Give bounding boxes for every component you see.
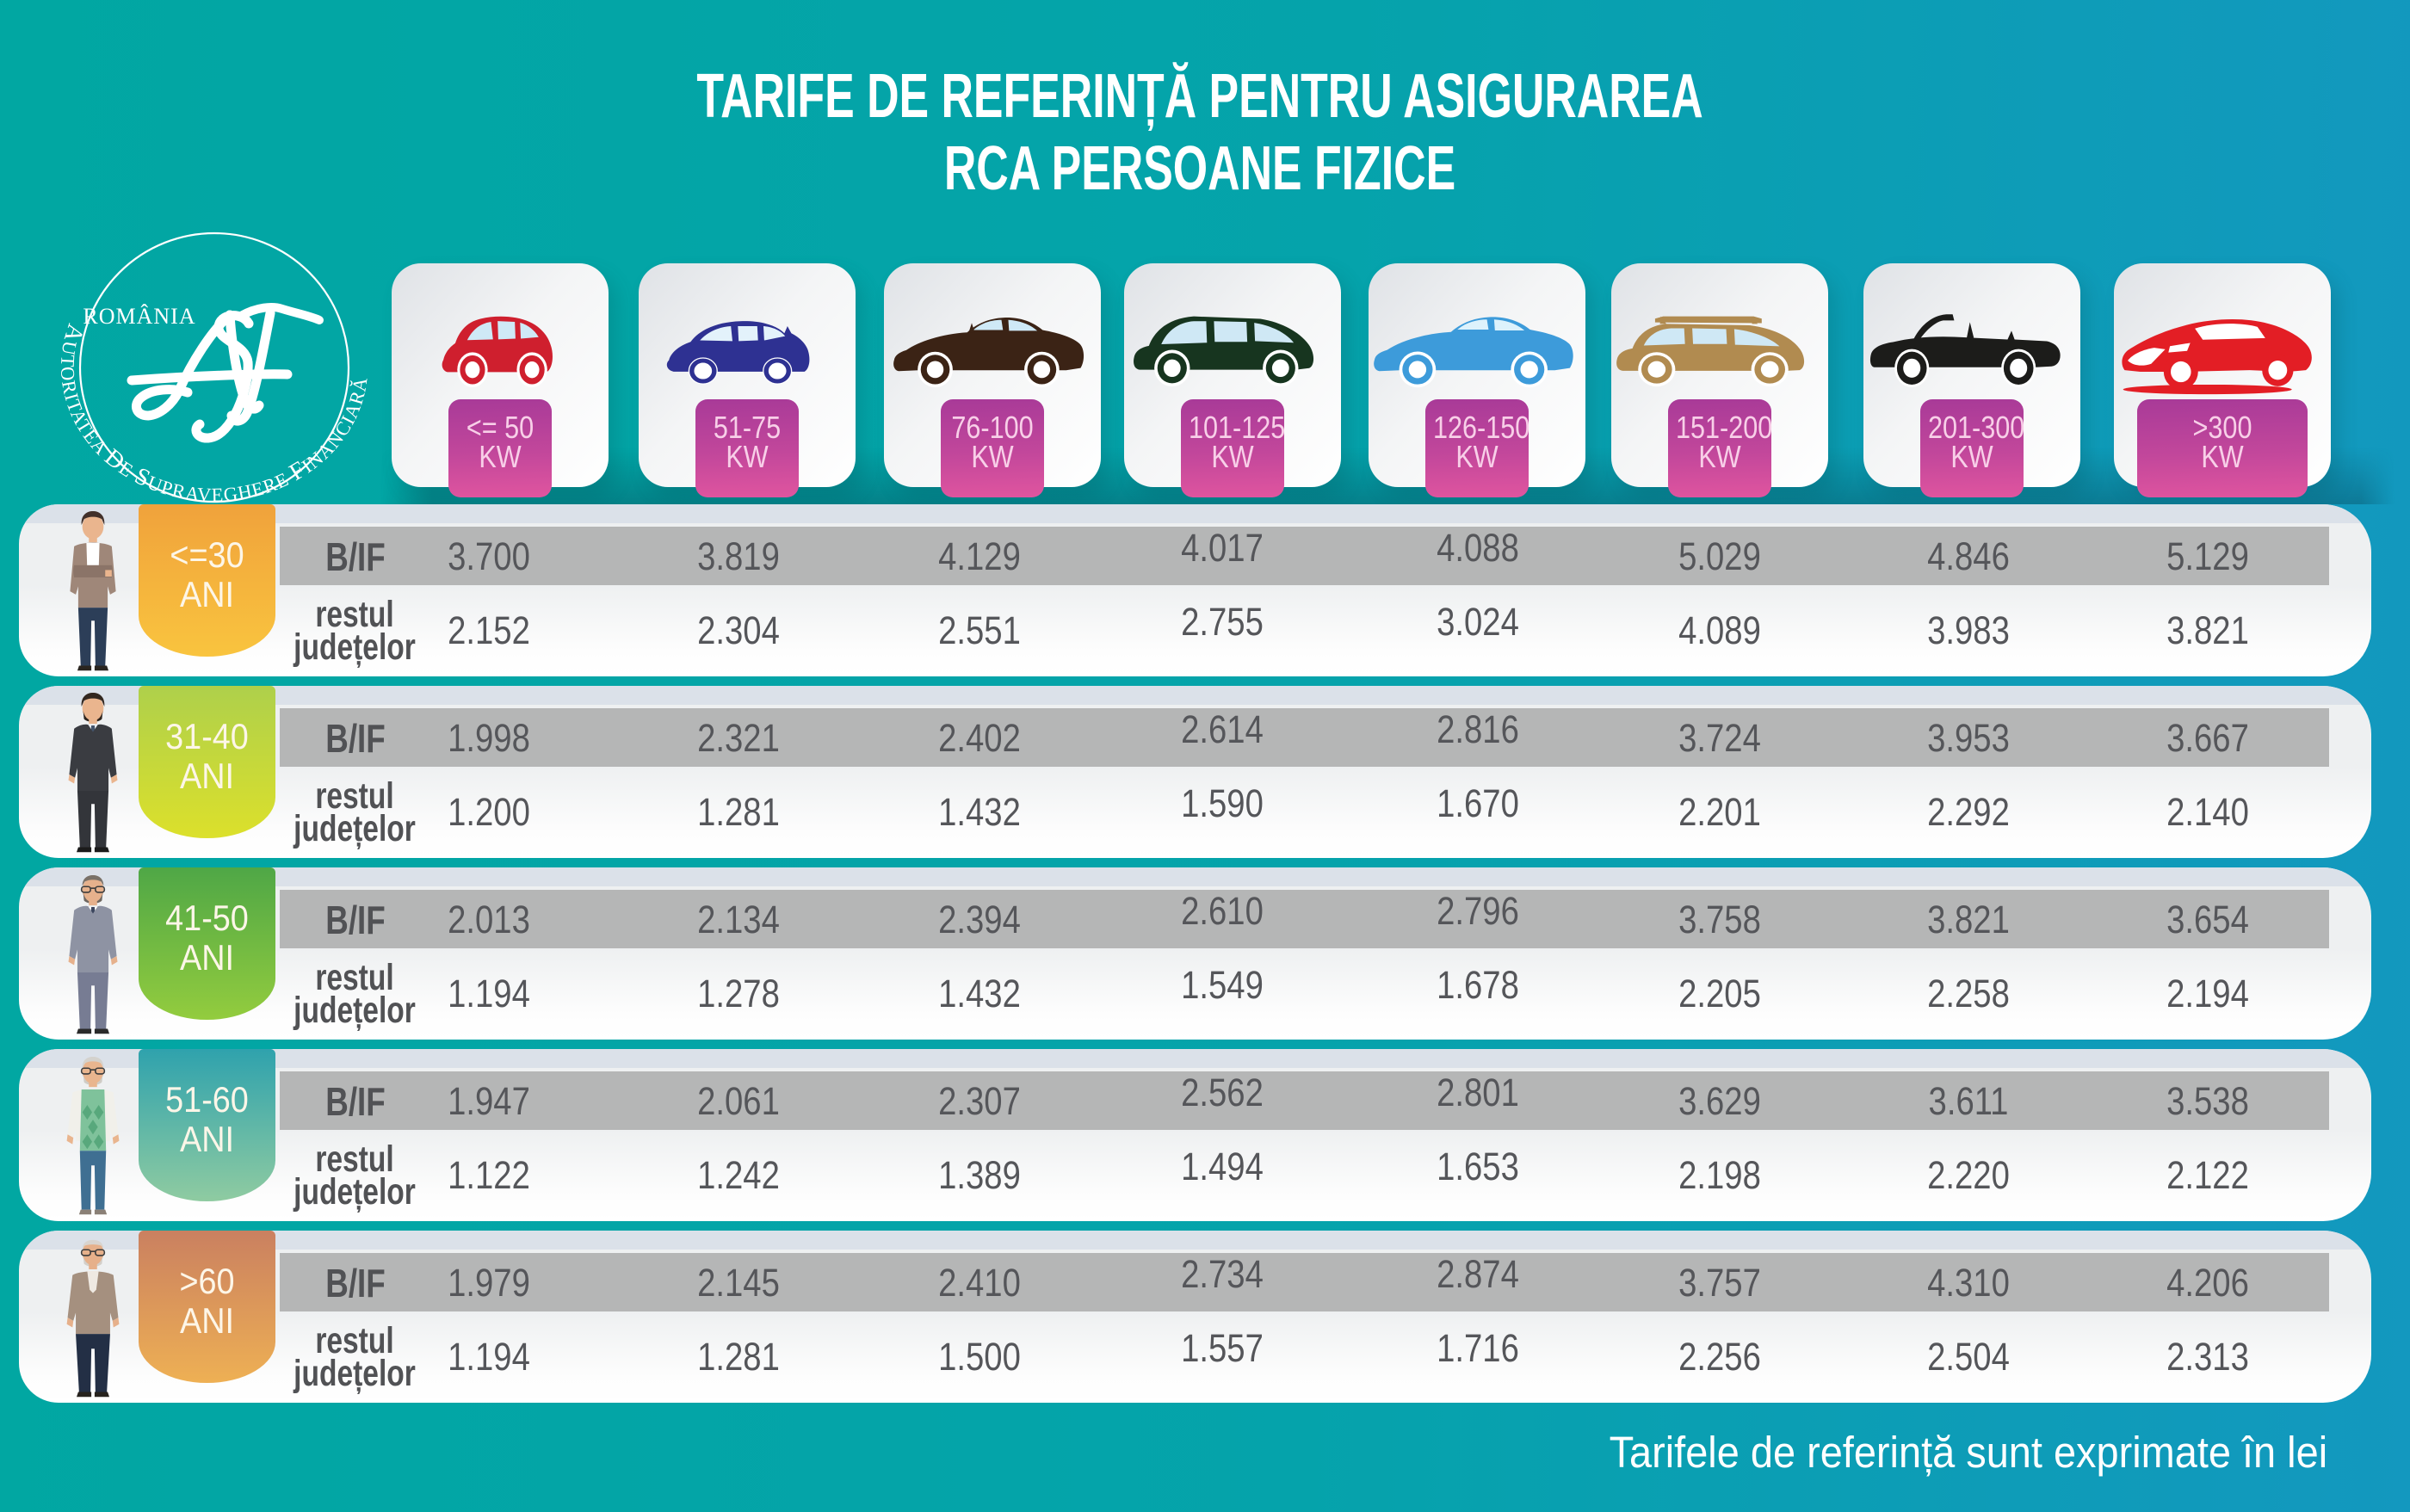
svg-text:ROMÂNIA: ROMÂNIA — [83, 304, 195, 329]
